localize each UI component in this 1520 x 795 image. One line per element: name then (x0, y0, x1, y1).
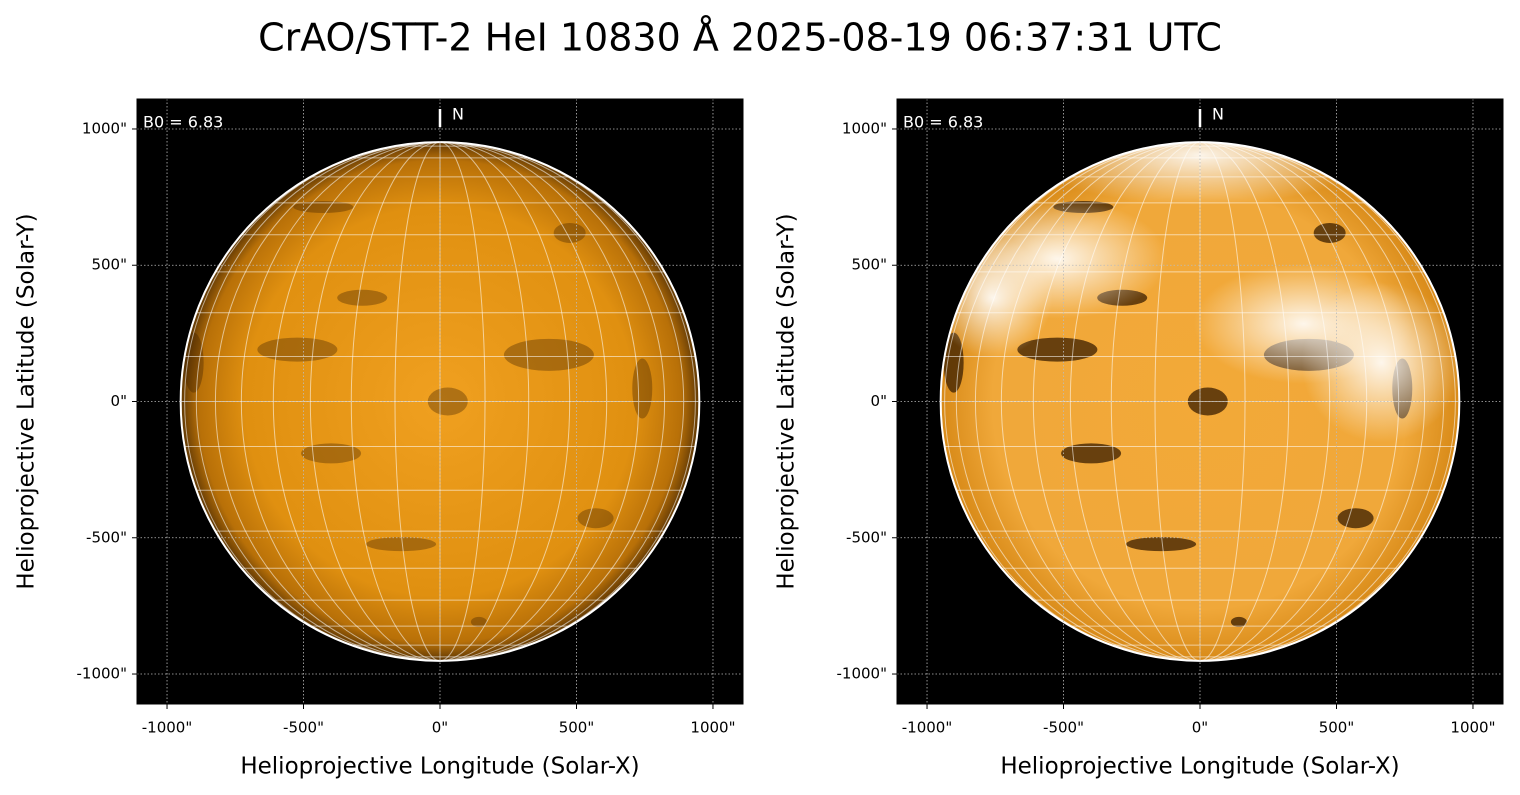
y-tick-label: 0" (111, 392, 127, 410)
longitude-line (944, 142, 1456, 661)
dark-feature (632, 358, 653, 419)
y-tick-label: 1000" (82, 119, 127, 137)
x-tick-label: 1000" (690, 719, 735, 737)
dark-feature (257, 337, 338, 362)
dark-feature (183, 332, 204, 393)
y-tick-label: -500" (86, 528, 127, 546)
longitude-line (309, 142, 571, 661)
x-axis-label: Helioprojective Longitude (Solar-X) (1000, 754, 1399, 780)
bright-region (1301, 282, 1460, 443)
y-tick-label: 500" (91, 256, 127, 274)
x-tick-label: 0" (1192, 719, 1208, 737)
x-tick-label: -1000" (142, 719, 193, 737)
x-tick-label: 0" (432, 719, 448, 737)
dark-feature (1230, 616, 1247, 627)
north-label: N (452, 105, 464, 124)
annotation: B0 = 6.83 (903, 113, 983, 132)
dark-feature (577, 508, 614, 529)
x-tick-label: -500" (283, 719, 324, 737)
north-label: N (1212, 105, 1224, 124)
x-tick-label: -500" (1043, 719, 1084, 737)
x-tick-label: -1000" (902, 719, 953, 737)
dark-feature (943, 332, 964, 393)
dark-feature (553, 222, 586, 243)
longitude-line (1069, 142, 1331, 661)
y-tick-label: 0" (871, 392, 887, 410)
dark-feature (503, 338, 594, 371)
dark-feature (1126, 537, 1197, 552)
axes-frame (136, 98, 744, 705)
dark-feature (1061, 443, 1122, 464)
y-axis-label: Helioprojective Latitude (Solar-Y) (14, 213, 40, 589)
dark-feature (366, 537, 437, 552)
dark-feature (1337, 508, 1374, 529)
annotation: B0 = 6.83 (143, 113, 223, 132)
y-tick-label: 500" (851, 256, 887, 274)
panel: -1000" -500" 0" 500" 1000" -1000" -500" 0" 500" 1… (14, 98, 744, 780)
dark-feature (337, 289, 388, 306)
x-tick-label: 500" (1319, 719, 1355, 737)
longitude-line (394, 142, 486, 661)
figure-title: CrAO/STT-2 HeI 10830 Å 2025-08-19 06:37:… (258, 16, 1222, 60)
dark-feature (301, 443, 362, 464)
longitude-line (184, 142, 696, 661)
longitude-line (1154, 142, 1246, 661)
y-axis-label: Helioprojective Latitude (Solar-Y) (774, 213, 800, 589)
x-tick-label: 500" (559, 719, 595, 737)
y-tick-label: 1000" (842, 119, 887, 137)
axes-frame (896, 98, 1504, 705)
y-tick-label: -500" (846, 528, 887, 546)
y-tick-label: -1000" (77, 665, 128, 683)
x-axis-label: Helioprojective Longitude (Solar-X) (240, 754, 639, 780)
dark-feature (470, 616, 487, 627)
dark-feature (293, 201, 354, 214)
x-tick-label: 1000" (1450, 719, 1495, 737)
panel: -1000" -500" 0" 500" 1000" -1000" -500" 0" 500" 1… (774, 98, 1504, 780)
y-tick-label: -1000" (837, 665, 888, 683)
dark-feature (1313, 222, 1346, 243)
